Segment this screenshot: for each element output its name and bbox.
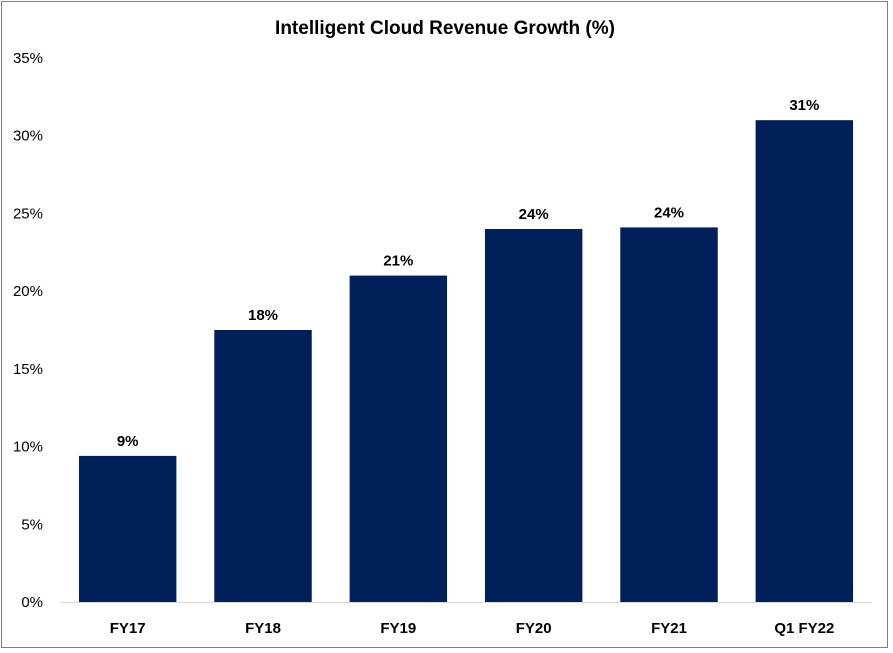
bar <box>755 120 854 603</box>
y-axis: 0% 5% 10% 15% 20% 25% 30% 35% <box>13 50 43 611</box>
x-tick-label: FY18 <box>245 620 281 637</box>
y-tick-label: 5% <box>21 516 43 533</box>
y-tick-label: 15% <box>13 361 43 378</box>
bar <box>214 330 312 602</box>
x-tick-label: Q1 FY22 <box>774 620 834 637</box>
x-tick-label: FY17 <box>110 620 146 637</box>
y-tick-label: 25% <box>13 205 43 222</box>
bars: 9% 18% 21% 24% 24% 31% <box>78 97 854 603</box>
bar <box>484 228 583 602</box>
bar-data-label: 18% <box>248 307 278 324</box>
bar <box>620 227 718 602</box>
bar-data-label: 24% <box>519 206 549 223</box>
x-tick-label: FY20 <box>516 620 552 637</box>
bar <box>349 275 448 602</box>
x-tick-label: FY21 <box>651 620 687 637</box>
bar <box>78 455 177 602</box>
bar-data-label: 24% <box>654 204 684 221</box>
y-tick-label: 20% <box>13 283 43 300</box>
y-tick-label: 35% <box>13 50 43 67</box>
bar-data-label: 21% <box>383 253 413 270</box>
x-axis: FY17 FY18 FY19 FY20 FY21 Q1 FY22 <box>110 620 835 637</box>
chart-title: Intelligent Cloud Revenue Growth (%) <box>275 18 615 39</box>
x-tick-label: FY19 <box>380 620 416 637</box>
y-tick-label: 0% <box>21 594 43 611</box>
y-tick-label: 30% <box>13 128 43 145</box>
bar-data-label: 9% <box>117 433 139 450</box>
y-tick-label: 10% <box>13 439 43 456</box>
bar-data-label: 31% <box>789 97 819 114</box>
